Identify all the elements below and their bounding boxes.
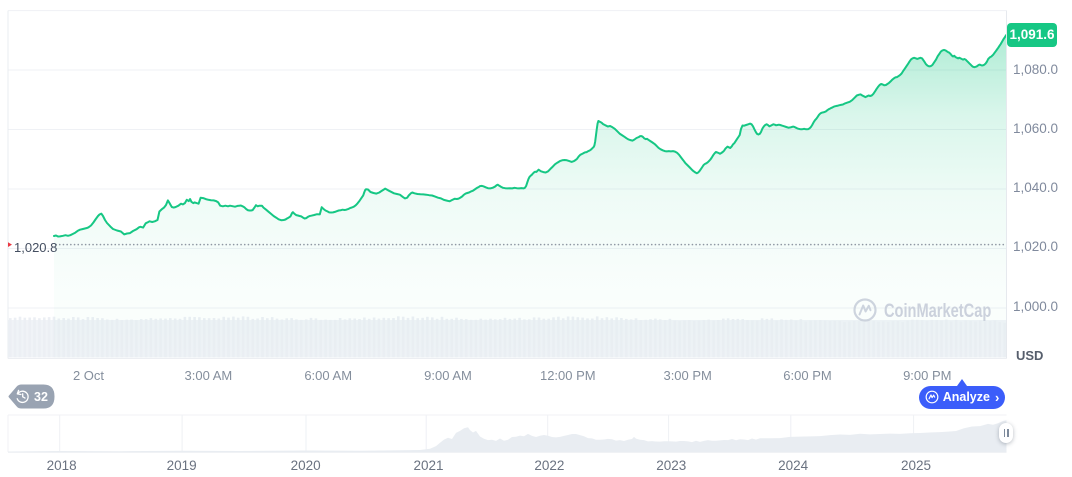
svg-text:32: 32 bbox=[34, 390, 48, 404]
